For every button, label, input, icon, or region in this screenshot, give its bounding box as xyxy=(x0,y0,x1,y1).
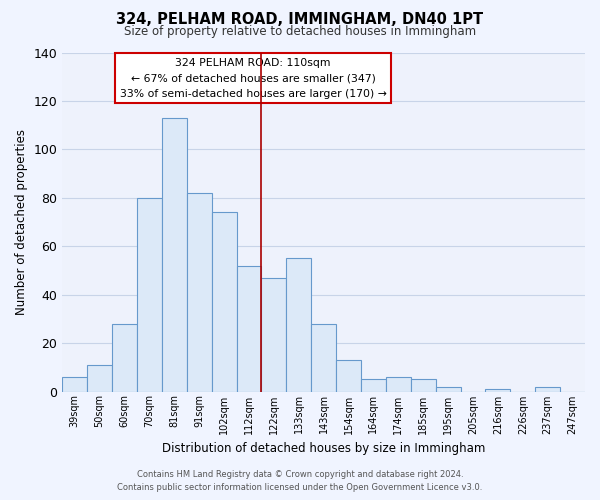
Bar xyxy=(535,386,560,392)
Bar xyxy=(411,380,436,392)
Text: 324, PELHAM ROAD, IMMINGHAM, DN40 1PT: 324, PELHAM ROAD, IMMINGHAM, DN40 1PT xyxy=(116,12,484,28)
Bar xyxy=(436,386,461,392)
Bar xyxy=(62,377,87,392)
Bar xyxy=(236,266,262,392)
Bar xyxy=(212,212,236,392)
Bar xyxy=(386,377,411,392)
Bar xyxy=(162,118,187,392)
Text: Contains HM Land Registry data © Crown copyright and database right 2024.
Contai: Contains HM Land Registry data © Crown c… xyxy=(118,470,482,492)
Bar xyxy=(361,380,386,392)
Bar xyxy=(187,193,212,392)
Y-axis label: Number of detached properties: Number of detached properties xyxy=(15,129,28,315)
Bar xyxy=(336,360,361,392)
Bar xyxy=(286,258,311,392)
Text: 324 PELHAM ROAD: 110sqm
← 67% of detached houses are smaller (347)
33% of semi-d: 324 PELHAM ROAD: 110sqm ← 67% of detache… xyxy=(119,58,386,99)
Bar xyxy=(485,389,511,392)
Bar xyxy=(87,365,112,392)
Bar xyxy=(311,324,336,392)
X-axis label: Distribution of detached houses by size in Immingham: Distribution of detached houses by size … xyxy=(162,442,485,455)
Bar xyxy=(112,324,137,392)
Bar xyxy=(262,278,286,392)
Bar xyxy=(137,198,162,392)
Text: Size of property relative to detached houses in Immingham: Size of property relative to detached ho… xyxy=(124,25,476,38)
